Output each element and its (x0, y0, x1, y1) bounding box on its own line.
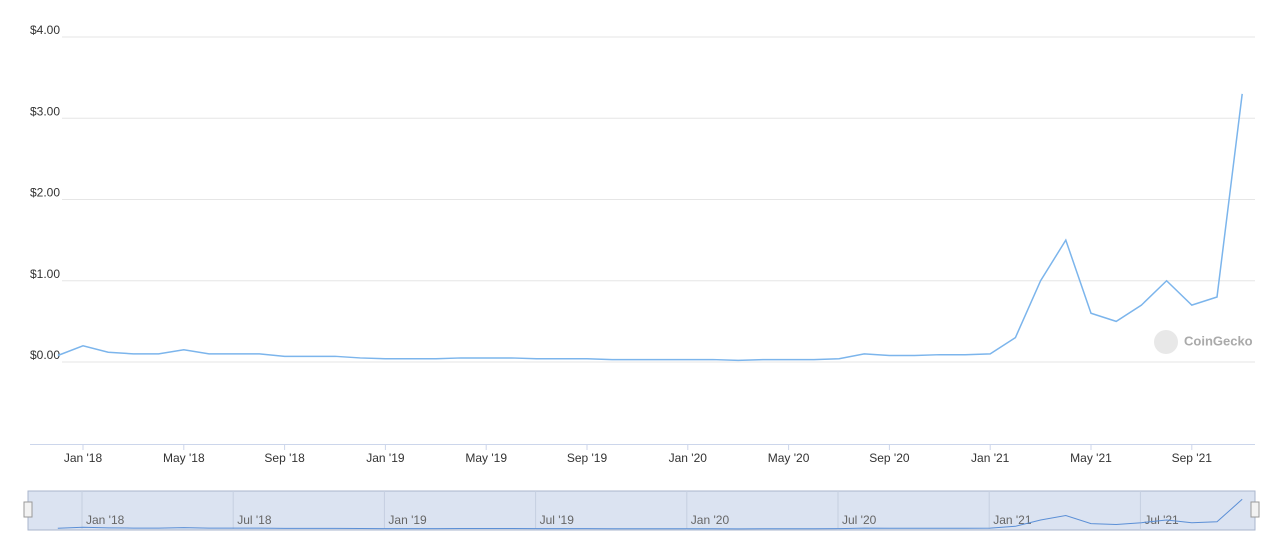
navigator-tick-label: Jan '19 (388, 513, 427, 527)
x-tick-label: Sep '18 (264, 451, 305, 465)
y-tick-label: $3.00 (30, 104, 60, 118)
y-tick-label: $2.00 (30, 186, 60, 200)
x-tick-label: Sep '19 (567, 451, 608, 465)
navigator-handle[interactable] (23, 501, 33, 518)
navigator-tick-label: Jan '20 (691, 513, 730, 527)
x-tick-label: May '19 (465, 451, 507, 465)
navigator-tick-label: Jan '18 (86, 513, 125, 527)
y-tick-label: $0.00 (30, 348, 60, 362)
y-tick-label: $4.00 (30, 23, 60, 37)
x-tick-label: May '18 (163, 451, 205, 465)
x-tick-label: Sep '21 (1172, 451, 1213, 465)
navigator-tick-label: Jul '19 (540, 513, 575, 527)
watermark-logo (1154, 330, 1178, 354)
navigator-handle[interactable] (1250, 501, 1260, 518)
navigator[interactable] (27, 490, 1256, 531)
watermark: CoinGecko (1184, 333, 1253, 348)
y-tick-label: $1.00 (30, 267, 60, 281)
price-line (57, 93, 1243, 362)
navigator-tick-label: Jul '18 (237, 513, 272, 527)
x-tick-label: Jan '19 (366, 451, 405, 465)
navigator-tick-label: Jul '20 (842, 513, 877, 527)
x-tick-label: Jan '18 (64, 451, 103, 465)
x-tick-label: Sep '20 (869, 451, 910, 465)
navigator-line (57, 498, 1243, 530)
navigator-tick-label: Jan '21 (993, 513, 1032, 527)
x-tick-label: Jan '21 (971, 451, 1010, 465)
x-tick-label: Jan '20 (669, 451, 708, 465)
x-tick-label: May '21 (1070, 451, 1112, 465)
x-tick-label: May '20 (768, 451, 810, 465)
